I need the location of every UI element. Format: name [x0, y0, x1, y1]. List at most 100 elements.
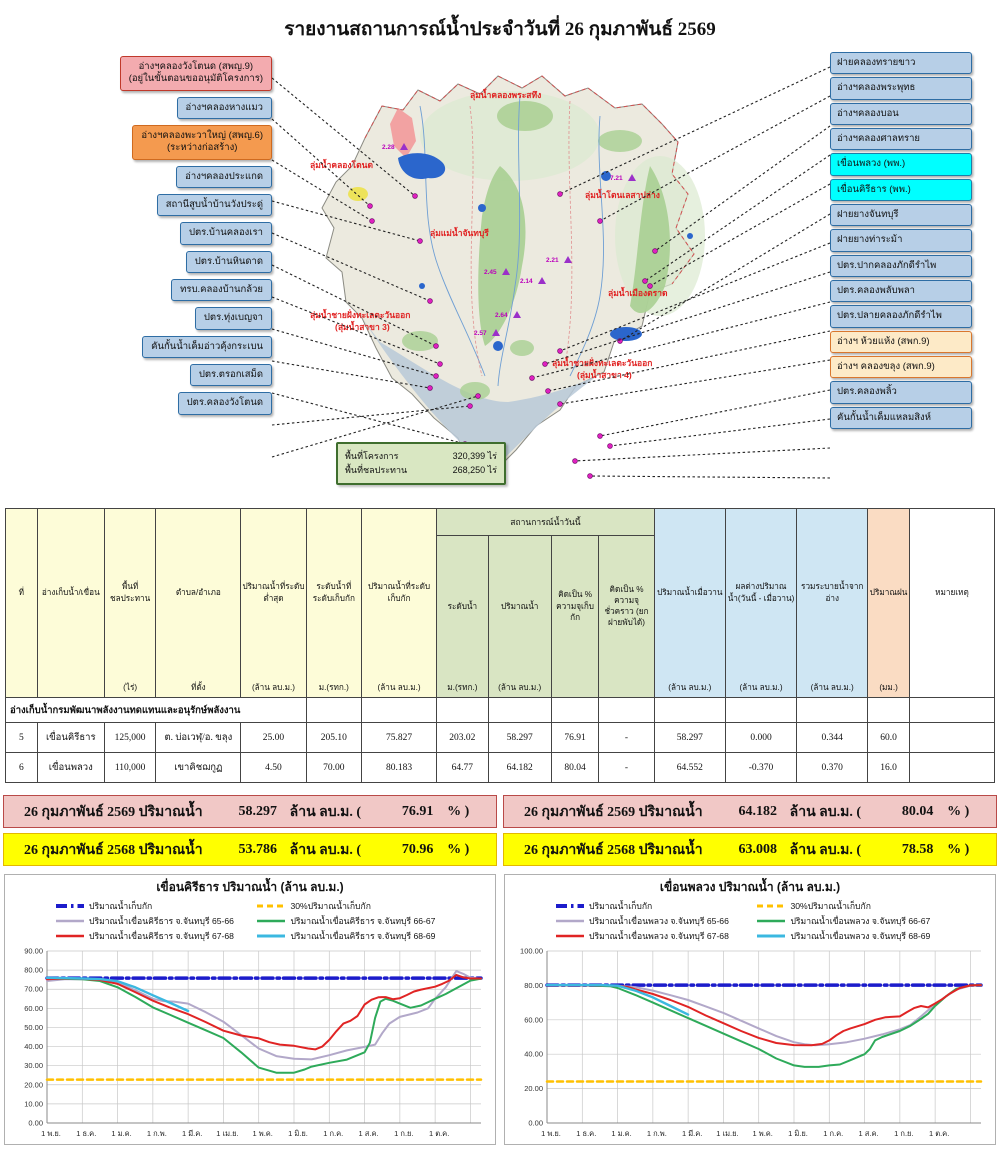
- legend-item: ปริมาณน้ำเก็บกัก: [55, 899, 256, 913]
- summary-percent-value: 70.96: [401, 841, 434, 857]
- reservoir-lake: [687, 233, 693, 239]
- project-area-box: พื้นที่โครงการ 320,399 ไร่ พื้นที่ชลประท…: [336, 442, 506, 485]
- forest-patch: [630, 166, 670, 314]
- svg-text:60.00: 60.00: [24, 1004, 43, 1013]
- forest-patch: [510, 340, 534, 356]
- table-cell: 125,000: [103, 722, 157, 753]
- legend-line-sample: [556, 934, 584, 938]
- legend-item: ปริมาณน้ำเขื่อนพลวง จ.จันทบุรี 65-66: [555, 914, 756, 928]
- level-marker-2: 2.45: [484, 268, 510, 276]
- svg-text:1 พ.ย.: 1 พ.ย.: [541, 1129, 561, 1138]
- project-area-label: พื้นที่โครงการ: [345, 451, 399, 461]
- reservoir-lake: [478, 204, 486, 212]
- table-cell: 25.00: [240, 722, 307, 753]
- forest-patch: [402, 331, 438, 351]
- table-section-empty-cell: [653, 697, 726, 723]
- header-cell-13: รวมระบายน้ำจากอ่าง (ล้าน ลบ.ม.): [796, 508, 869, 698]
- svg-text:20.00: 20.00: [524, 1084, 543, 1093]
- svg-text:2.57: 2.57: [474, 330, 487, 337]
- map-callout-left-2: อ่างฯคลองพะวาใหญ่ (สพญ.6) (ระหว่างก่อสร้า…: [132, 125, 272, 160]
- chart-plot: 0.00 20.00 40.00 60.00 80.00 100.00 1 พ.ย. 1 ธ.…: [507, 945, 993, 1143]
- basin-label-0: ลุ่มน้ำคลองพระสทึง: [470, 88, 541, 101]
- map-callout-right-3: อ่างฯคลองศาลทราย: [830, 128, 972, 151]
- river: [419, 105, 486, 377]
- legend-label: 30%ปริมาณน้ำเก็บกัก: [290, 901, 371, 911]
- svg-text:40.00: 40.00: [24, 1042, 43, 1051]
- water-level-markers: 2.28 7.21 2.45 2.21 2.14 2.64 2.57: [382, 143, 636, 337]
- level-marker-3: 2.21: [546, 256, 572, 264]
- svg-text:1 พ.ค.: 1 พ.ค.: [753, 1129, 773, 1138]
- reservoir-lake: [398, 153, 446, 180]
- summary-volume-value: 63.008: [738, 841, 777, 857]
- svg-text:1 ต.ค.: 1 ต.ค.: [429, 1129, 449, 1138]
- project-area-value: 320,399 ไร่: [452, 451, 497, 461]
- summary-volume-value: 58.297: [238, 803, 277, 819]
- map-callout-right-5: เขื่อนคิรีธาร (พพ.): [830, 178, 972, 202]
- summary-date-label: 26 กุมภาพันธ์ 2569 ปริมาณน้ำ: [524, 804, 703, 820]
- map-callout-left-9: คันกั้นน้ำเค็มอ่าวคุ้งกระเบน: [142, 335, 272, 359]
- header-cell-8: ปริมาณน้ำ (ล้าน ลบ.ม.): [487, 535, 552, 698]
- level-marker-5: 2.64: [495, 311, 521, 319]
- river: [569, 115, 604, 377]
- map-callout-left-5: ปตร.บ้านคลองเรา: [179, 222, 272, 245]
- summary-section: 26 กุมภาพันธ์ 2569 ปริมาณน้ำ 58.297 ล้าน ล…: [3, 795, 997, 866]
- svg-text:1 ส.ค.: 1 ส.ค.: [859, 1129, 879, 1138]
- chart-panel-phluang: เขื่อนพลวง ปริมาณน้ำ (ล้าน ลบ.ม.) ปริมาณน…: [504, 874, 996, 1145]
- legend-item: ปริมาณน้ำเขื่อนคิรีธาร จ.จันทบุรี 67-68: [55, 929, 256, 943]
- reservoir-lake: [610, 327, 642, 341]
- header-cell-7: ระดับน้ำ ม.(รทก.): [436, 535, 489, 698]
- chart-svg: 0.00 10.00 20.00 30.00 40.00 50.00 60.00 70.00 8…: [24, 947, 483, 1138]
- legend-item: ปริมาณน้ำเขื่อนคิรีธาร จ.จันทบุรี 68-69: [256, 929, 493, 943]
- legend-item: ปริมาณน้ำเขื่อนพลวง จ.จันทบุรี 68-69: [756, 929, 993, 943]
- basin-label-6-line2: (ลุ่มน้ำสาขา 4): [577, 368, 632, 381]
- table-section-empty-cell: [908, 697, 996, 723]
- svg-text:80.00: 80.00: [24, 966, 43, 975]
- header-cell-10: คิดเป็น % ความจุชั่วคราว (ยกฝายพับได้): [598, 535, 655, 698]
- header-cell-11: ปริมาณน้ำเมื่อวาน (ล้าน ลบ.ม.): [653, 508, 726, 698]
- chart-svg: 0.00 20.00 40.00 60.00 80.00 100.00 1 พ.ย. 1 ธ.…: [520, 947, 983, 1138]
- legend-item: 30%ปริมาณน้ำเก็บกัก: [756, 899, 993, 913]
- table-section-title: อ่างเก็บน้ำกรมพัฒนาพลังงานทดแทนและอนุรัก…: [5, 697, 307, 723]
- header-cell-6: ปริมาณน้ำที่ระดับเก็บกัก (ล้าน ลบ.ม.): [360, 508, 438, 698]
- basin-label-4: ลุ่มน้ำเมืองตราด: [608, 286, 668, 299]
- summary-column-kiritharn: 26 กุมภาพันธ์ 2569 ปริมาณน้ำ 58.297 ล้าน ล…: [3, 795, 497, 866]
- legend-item: ปริมาณน้ำเขื่อนคิรีธาร จ.จันทบุรี 65-66: [55, 914, 256, 928]
- svg-text:1 ก.ย.: 1 ก.ย.: [894, 1129, 913, 1138]
- level-marker-6: 2.57: [474, 329, 500, 337]
- svg-text:100.00: 100.00: [520, 947, 543, 956]
- legend-line-sample: [556, 919, 584, 923]
- svg-text:20.00: 20.00: [24, 1080, 43, 1089]
- table-cell: 64.182: [487, 752, 552, 783]
- table-row-0: 5 เขื่อนคิรีธาร 125,000 ต. บ่อเวฬุ/อ. ขลุง 2…: [5, 722, 996, 753]
- basin-label-3: ลุ่มแม่น้ำจันทบุรี: [430, 226, 489, 239]
- basin-label-5: ลุ่มน้ำชายฝั่งทะเลตะวันออก: [310, 308, 410, 321]
- summary-percent-value: 76.91: [401, 803, 434, 819]
- summary-percent-value: 80.04: [901, 803, 934, 819]
- svg-text:0.00: 0.00: [528, 1119, 543, 1128]
- header-cell-14: ปริมาณฝน (มม.): [867, 508, 910, 698]
- table-cell: 58.297: [653, 722, 726, 753]
- svg-text:1 ส.ค.: 1 ส.ค.: [359, 1129, 379, 1138]
- table-cell: 76.91: [550, 722, 600, 753]
- map-callout-right-4: เขื่อนพลวง (พพ.): [830, 153, 972, 176]
- table-row-1: 6 เขื่อนพลวง 110,000 เขาคิชฌกูฏ 4.50 70.00 80.…: [5, 752, 996, 783]
- table-header-row-2: ระดับน้ำ ม.(รทก.) ปริมาณน้ำ (ล้าน ลบ.ม.) คิด…: [6, 535, 995, 698]
- basin-label-1: ลุ่มน้ำคลองโตนด: [310, 158, 373, 171]
- table-cell: 0.000: [724, 722, 798, 753]
- legend-label: ปริมาณน้ำเขื่อนพลวง จ.จันทบุรี 68-69: [790, 931, 931, 941]
- table-cell: 0.344: [796, 722, 869, 753]
- table-cell: -0.370: [724, 752, 798, 783]
- map-callout-right-9: ปตร.คลองพลับพลา: [830, 280, 972, 303]
- table-cell: 16.0: [867, 752, 910, 783]
- table-cell: [908, 752, 996, 783]
- group-header-today: สถานการณ์น้ำวันนี้: [436, 507, 655, 537]
- summary-unit: ล้าน ลบ.ม. (: [289, 842, 362, 858]
- svg-text:60.00: 60.00: [524, 1015, 543, 1024]
- header-cell-3: ตำบล/อำเภอ ที่ตั้ง: [155, 508, 242, 698]
- table-section-empty-cell: [360, 697, 438, 723]
- legend-item: ปริมาณน้ำเขื่อนพลวง จ.จันทบุรี 66-67: [756, 914, 993, 928]
- summary-unit: ล้าน ลบ.ม. (: [789, 842, 862, 858]
- legend-line-sample: [56, 919, 84, 923]
- legend-line-sample: [257, 919, 286, 923]
- header-cell-4: ปริมาณน้ำที่ระดับต่ำสุด (ล้าน ลบ.ม.): [240, 508, 307, 698]
